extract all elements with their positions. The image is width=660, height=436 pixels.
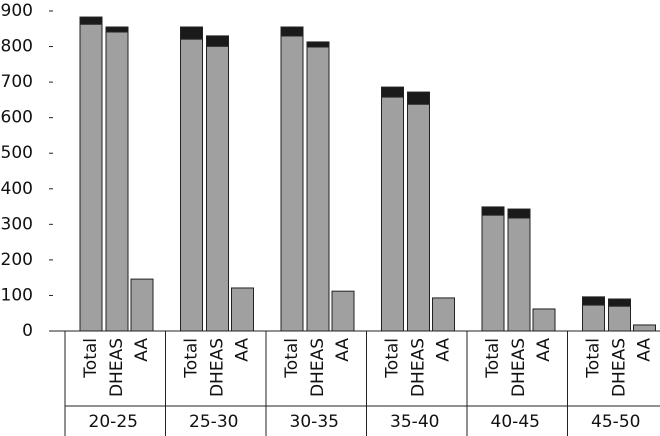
bar-segment — [381, 96, 404, 332]
bar-segment — [331, 290, 355, 332]
group-label: 35-40 — [390, 412, 439, 432]
bar-segment — [381, 86, 404, 98]
x-tick-label: Total — [483, 338, 503, 379]
x-tick-label: DHEAS — [409, 338, 429, 397]
bar-segment — [231, 287, 254, 332]
x-tick-label: AA — [233, 338, 253, 362]
bar-segment — [79, 16, 103, 25]
y-tick-label: 800 — [1, 37, 33, 57]
y-tick-label: 400 — [1, 179, 33, 199]
y-tick-label: 600 — [1, 108, 33, 128]
bar-segment — [206, 35, 229, 47]
bar-segment — [180, 38, 203, 332]
bar-segment — [206, 45, 229, 332]
bar-segment — [432, 297, 455, 332]
bar-segment — [481, 214, 505, 332]
bar-segment — [608, 298, 631, 307]
bar-segment — [481, 206, 505, 216]
group-label: 20-25 — [89, 412, 138, 432]
y-tick-label: 300 — [1, 214, 33, 234]
x-tick-label: Total — [383, 338, 403, 379]
bar-segment — [306, 41, 330, 48]
y-tick-label: 900 — [1, 1, 33, 21]
x-tick-label: DHEAS — [610, 338, 630, 397]
x-tick-label: Total — [182, 338, 202, 379]
bar-segment — [608, 305, 631, 332]
x-tick-label: AA — [132, 338, 152, 362]
bar-segment — [79, 23, 103, 332]
bar-segment — [105, 31, 129, 332]
y-tick-label: 200 — [1, 250, 33, 270]
bar-segment — [130, 278, 154, 332]
bar-segment — [407, 103, 430, 332]
bar-segment — [105, 26, 129, 33]
bar-segment — [633, 324, 656, 332]
bar-segment — [507, 217, 531, 332]
x-tick-label: DHEAS — [308, 338, 328, 397]
group-label: 45-50 — [591, 412, 640, 432]
bar-segment — [180, 26, 203, 40]
bar-segment — [582, 296, 605, 306]
bar-segment — [582, 304, 605, 332]
y-tick-label: 100 — [1, 285, 33, 305]
y-tick-label: 700 — [1, 72, 33, 92]
x-tick-label: DHEAS — [107, 338, 127, 397]
group-label: 40-45 — [491, 412, 540, 432]
group-label: 25-30 — [189, 412, 238, 432]
x-tick-label: DHEAS — [208, 338, 228, 397]
bar-segment — [507, 208, 531, 219]
y-tick-label: 0 — [22, 321, 33, 341]
x-tick-label: DHEAS — [509, 338, 529, 397]
x-tick-label: AA — [534, 338, 554, 362]
x-tick-label: AA — [333, 338, 353, 362]
x-tick-label: Total — [81, 338, 101, 379]
group-label: 30-35 — [290, 412, 339, 432]
bar-segment — [532, 308, 556, 332]
bar-segment — [407, 91, 430, 105]
bar-segment — [306, 46, 330, 332]
x-tick-label: AA — [635, 338, 655, 362]
x-tick-label: Total — [282, 338, 302, 379]
x-tick-label: AA — [434, 338, 454, 362]
x-tick-label: Total — [584, 338, 604, 379]
y-tick-label: 500 — [1, 143, 33, 163]
bar-segment — [280, 26, 304, 37]
bar-segment — [280, 35, 304, 332]
